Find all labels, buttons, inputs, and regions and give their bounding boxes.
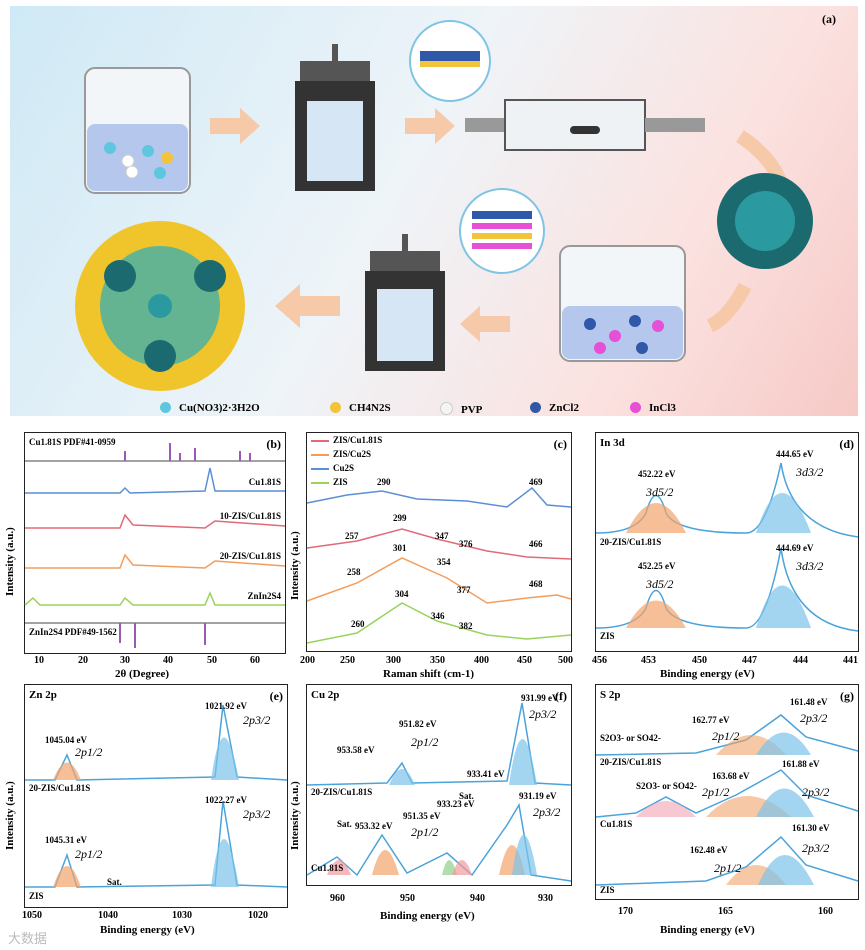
beaker-icon-second — [559, 245, 686, 362]
legend-item-pvp: PVP — [440, 402, 482, 416]
xrd-plot: Cu1.81S PDF#41-0959 (b) Cu1.81S 10-ZIS/C… — [24, 432, 286, 654]
panel-label-a: (a) — [822, 12, 836, 26]
watermark: 大数据 — [8, 932, 48, 947]
composite-nanoflower-icon — [75, 221, 245, 391]
arrow-icon — [405, 108, 455, 144]
legend-item-incl3: InCl3 — [630, 402, 676, 414]
beaker-icon-start — [84, 67, 191, 194]
crystal-bubble — [459, 188, 545, 274]
legend-item-ch4n2s: CH4N2S — [330, 402, 391, 414]
legend-item-zncl2: ZnCl2 — [530, 402, 579, 414]
autoclave-icon-2 — [365, 234, 445, 371]
arrow-icon — [275, 284, 340, 328]
synthesis-schematic — [75, 20, 813, 391]
crystal-structure-icon — [420, 51, 480, 67]
xps-zn2p-plot: Zn 2p (e) 1045.04 eV 2p1/2 1021.92 eV 2p… — [24, 684, 288, 908]
layered-structure-icon — [472, 211, 532, 249]
arrow-icon — [460, 306, 510, 342]
ref-top: Cu1.81S PDF#41-0959 — [29, 437, 116, 447]
arrow-icon — [706, 282, 752, 333]
xps-s2p-plot: S 2p (g) S2O3- or SO42- 162.77 eV 2p1/2 … — [595, 684, 859, 900]
autoclave-icon-1 — [295, 44, 375, 191]
schematic-panel — [10, 6, 858, 416]
arrow-icon — [210, 108, 260, 144]
precursor-legend: Cu(NO3)2·3H2O CH4N2S PVP ZnCl2 InCl3 — [160, 402, 860, 420]
legend-item-cu: Cu(NO3)2·3H2O — [160, 402, 260, 414]
xps-in3d-plot: In 3d (d) 452.22 eV 444.65 eV 3d5/2 3d3/… — [595, 432, 859, 652]
xps-cu2p-plot: Cu 2p (f) 951.82 eV 2p1/2 953.58 eV 933.… — [306, 684, 572, 886]
tube-furnace-icon — [465, 99, 705, 151]
raman-plot: ZIS/Cu1.81S ZIS/Cu2S Cu2S ZIS (c) 290 46… — [306, 432, 572, 652]
